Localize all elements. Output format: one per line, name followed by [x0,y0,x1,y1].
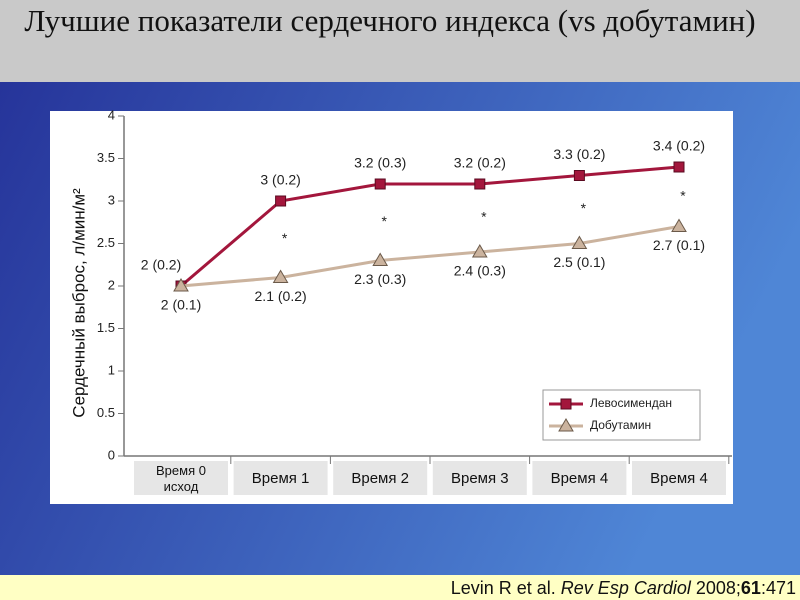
x-tick-label: Время 3 [450,470,509,487]
data-point [573,170,585,181]
data-point [272,269,289,283]
y-tick-label: 1.5 [97,320,115,335]
x-tick-label: Время 2 [351,470,409,487]
legend [542,389,701,441]
slide-title: Лучшие показатели сердечного индекса (vs… [24,3,756,38]
legend-label: Добутамин [590,418,651,432]
x-tick-label: Время 4 [650,470,708,487]
title-bar [0,0,800,82]
y-tick-label: 0 [108,447,115,462]
category-box [632,461,726,495]
y-tick-label: 1 [108,362,115,377]
legend-marker [558,418,574,432]
series-line [180,165,680,288]
data-label: 2.5 (0.1) [553,254,605,270]
significance-mark: * [381,213,387,229]
legend-label: Левосимендан [590,396,672,410]
citation-volume: 61 [740,578,761,598]
footer-bar [0,575,800,600]
significance-mark: * [680,187,686,203]
x-tick-label: Время 1 [251,470,310,487]
data-label: 3.3 (0.2) [553,146,605,162]
category-box [532,461,627,495]
data-point [372,252,389,266]
data-point [671,218,687,232]
significance-mark: * [282,230,288,246]
x-tick-label: Время 0 исход [156,463,206,494]
data-label: 2.1 (0.2) [255,288,307,304]
data-point [275,195,287,207]
category-box [134,461,228,495]
data-label: 3 (0.2) [260,172,300,188]
significance-mark: * [481,209,487,225]
data-point [474,178,486,190]
y-tick-label: 2 [108,277,115,292]
data-label: 2.3 (0.3) [354,271,406,287]
category-box [432,461,527,495]
data-point [374,178,386,190]
citation: Levin R et al. Rev Esp Cardiol 2008;61:4… [451,577,796,599]
data-label: 2 (0.1) [161,297,201,313]
data-label: 2 (0.2) [141,257,181,273]
significance-mark: * [581,200,587,216]
y-tick-label: 2.5 [97,235,115,250]
data-label: 3.2 (0.3) [354,155,406,171]
data-point [173,278,189,292]
data-label: 2.7 (0.1) [653,237,705,253]
data-point [471,244,488,258]
data-label: 3.2 (0.2) [454,155,506,171]
data-label: 2.4 (0.3) [454,263,506,279]
citation-journal: Rev Esp Cardiol [560,578,691,598]
citation-pages: :471 [760,578,796,598]
citation-year: 2008; [695,578,741,598]
y-tick-label: 3 [108,192,115,207]
y-tick-label: 3.5 [97,150,115,165]
x-tick-label: Время 4 [550,470,609,487]
legend-marker [560,398,572,410]
series-line [180,225,680,288]
category-box [233,461,328,495]
category-box [333,461,428,495]
data-point [571,235,588,249]
y-axis-title: Сердечный выброс, л/мин/м² [69,188,88,418]
y-tick-label: 4 [108,107,115,122]
citation-authors: Levin R et al. [450,578,556,598]
data-point [673,161,685,173]
y-tick-label: 0.5 [97,405,115,420]
data-label: 3.4 (0.2) [653,138,705,154]
